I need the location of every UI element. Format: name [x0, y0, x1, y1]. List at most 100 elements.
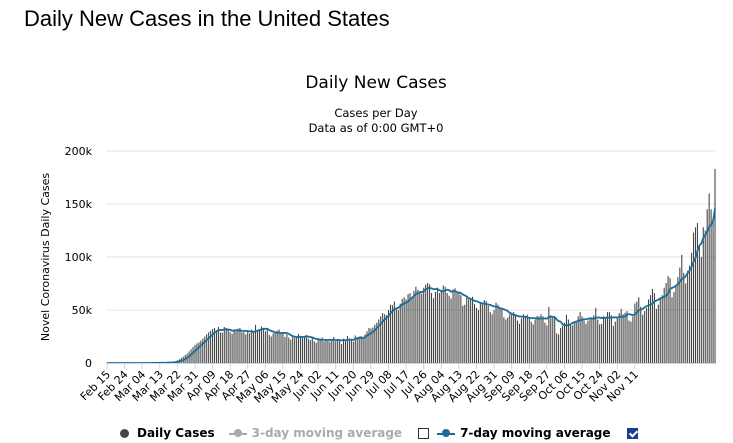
daily-case-bar[interactable]: [266, 330, 268, 363]
daily-case-bar[interactable]: [493, 310, 495, 363]
daily-case-bar[interactable]: [464, 304, 466, 363]
daily-case-bar[interactable]: [300, 335, 302, 363]
daily-case-bar[interactable]: [343, 338, 345, 363]
daily-case-bar[interactable]: [370, 328, 372, 363]
daily-case-bar[interactable]: [313, 341, 315, 363]
daily-case-bar[interactable]: [481, 302, 483, 363]
daily-case-bar[interactable]: [258, 329, 261, 363]
daily-case-bar[interactable]: [368, 328, 370, 363]
daily-case-bar[interactable]: [571, 325, 573, 363]
daily-case-bar[interactable]: [448, 295, 450, 363]
daily-case-bar[interactable]: [335, 341, 337, 363]
daily-case-bar[interactable]: [325, 339, 327, 363]
daily-case-bar[interactable]: [505, 319, 507, 363]
daily-case-bar[interactable]: [648, 299, 650, 363]
toggle-3-day-average-checkbox[interactable]: [418, 427, 430, 439]
daily-case-bar[interactable]: [294, 338, 296, 363]
daily-case-bar[interactable]: [354, 335, 356, 363]
daily-case-bar[interactable]: [315, 342, 317, 363]
daily-case-bar[interactable]: [384, 314, 386, 363]
daily-case-bar[interactable]: [528, 317, 530, 363]
daily-case-bar[interactable]: [331, 339, 333, 363]
daily-case-bar[interactable]: [673, 291, 675, 363]
daily-case-bar[interactable]: [677, 277, 679, 363]
daily-case-bar[interactable]: [691, 252, 693, 363]
daily-case-bar[interactable]: [579, 312, 581, 363]
daily-case-bar[interactable]: [614, 321, 616, 363]
daily-case-bar[interactable]: [413, 290, 415, 363]
daily-case-bar[interactable]: [305, 334, 307, 363]
daily-case-bar[interactable]: [489, 312, 491, 363]
daily-case-bar[interactable]: [372, 327, 374, 363]
daily-case-bar[interactable]: [630, 321, 632, 363]
daily-case-bar[interactable]: [301, 338, 304, 363]
daily-case-bar[interactable]: [704, 230, 706, 364]
daily-case-bar[interactable]: [624, 312, 626, 363]
daily-case-bar[interactable]: [638, 297, 640, 363]
daily-case-bar[interactable]: [200, 340, 202, 363]
daily-case-bar[interactable]: [454, 288, 456, 363]
daily-case-bar[interactable]: [256, 331, 259, 363]
daily-case-bar[interactable]: [618, 313, 620, 363]
daily-case-bar[interactable]: [282, 333, 284, 363]
daily-case-bar[interactable]: [595, 307, 597, 363]
daily-case-bar[interactable]: [520, 318, 523, 363]
daily-case-bar[interactable]: [575, 321, 577, 363]
daily-case-bar[interactable]: [286, 334, 288, 363]
daily-case-bar[interactable]: [669, 278, 671, 363]
daily-case-bar[interactable]: [714, 169, 716, 363]
daily-case-bar[interactable]: [599, 324, 601, 363]
daily-case-bar[interactable]: [612, 325, 614, 363]
daily-case-bar[interactable]: [605, 317, 607, 363]
daily-case-bar[interactable]: [399, 303, 401, 363]
daily-case-bar[interactable]: [247, 330, 249, 363]
daily-case-bar[interactable]: [393, 301, 395, 363]
daily-case-bar[interactable]: [190, 349, 192, 363]
daily-case-bar[interactable]: [423, 287, 425, 363]
daily-case-bar[interactable]: [409, 293, 411, 363]
daily-case-bar[interactable]: [616, 318, 618, 363]
daily-case-bar[interactable]: [696, 223, 698, 363]
daily-case-bar[interactable]: [708, 193, 710, 363]
daily-case-bar[interactable]: [536, 315, 538, 363]
daily-case-bar[interactable]: [194, 344, 196, 363]
daily-case-bar[interactable]: [491, 314, 493, 363]
daily-case-bar[interactable]: [497, 304, 499, 363]
daily-case-bar[interactable]: [198, 342, 200, 363]
daily-case-bar[interactable]: [288, 337, 290, 363]
daily-case-bar[interactable]: [233, 330, 235, 363]
daily-case-bar[interactable]: [479, 303, 481, 363]
daily-case-bar[interactable]: [548, 306, 550, 363]
daily-case-bar[interactable]: [472, 296, 474, 363]
daily-case-bar[interactable]: [628, 320, 630, 363]
daily-case-bar[interactable]: [432, 298, 435, 363]
daily-case-bar[interactable]: [276, 330, 278, 363]
daily-case-bar[interactable]: [501, 308, 503, 363]
daily-case-bar[interactable]: [249, 333, 251, 363]
daily-case-bar[interactable]: [327, 340, 329, 363]
daily-case-bar[interactable]: [323, 341, 325, 363]
daily-case-bar[interactable]: [260, 326, 262, 363]
daily-case-bar[interactable]: [659, 298, 661, 363]
daily-case-bar[interactable]: [280, 333, 282, 363]
daily-case-bar[interactable]: [444, 286, 446, 363]
daily-case-bar[interactable]: [544, 322, 546, 363]
daily-case-bar[interactable]: [255, 324, 257, 363]
daily-case-bar[interactable]: [620, 308, 622, 363]
daily-case-bar[interactable]: [606, 312, 609, 363]
daily-case-bar[interactable]: [219, 332, 221, 363]
daily-case-bar[interactable]: [206, 334, 208, 363]
daily-case-bar[interactable]: [694, 227, 697, 363]
daily-case-bar[interactable]: [239, 328, 241, 363]
daily-case-bar[interactable]: [560, 328, 562, 363]
daily-case-bar[interactable]: [272, 333, 274, 363]
daily-case-bar[interactable]: [440, 289, 442, 363]
daily-case-bar[interactable]: [538, 316, 540, 363]
daily-case-bar[interactable]: [401, 298, 403, 363]
daily-case-bar[interactable]: [636, 301, 638, 363]
daily-case-bar[interactable]: [264, 331, 266, 363]
daily-case-bar[interactable]: [358, 336, 360, 364]
daily-case-bar[interactable]: [511, 312, 513, 363]
daily-case-bar[interactable]: [374, 324, 376, 363]
daily-case-bar[interactable]: [475, 307, 478, 363]
